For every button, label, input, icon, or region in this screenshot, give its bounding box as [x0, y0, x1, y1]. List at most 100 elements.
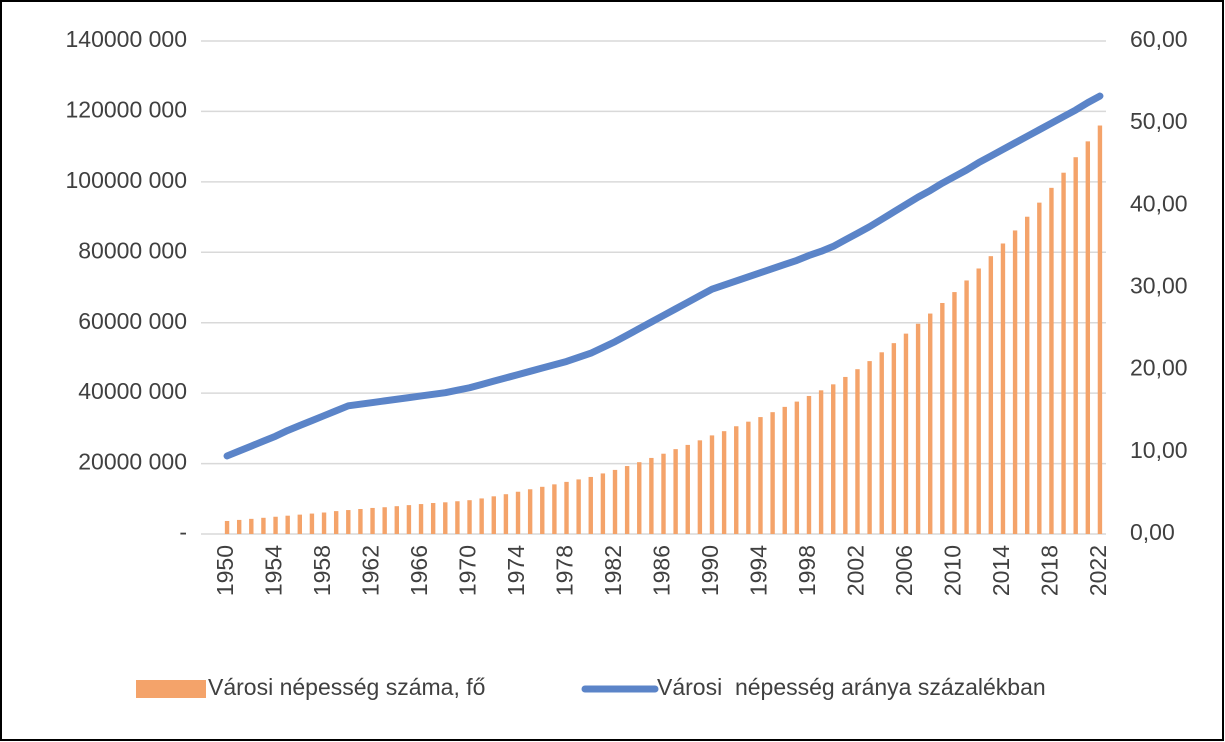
x-tick-label: 1950: [212, 545, 238, 596]
bar: [903, 333, 909, 534]
bar: [540, 486, 545, 534]
bar: [1097, 125, 1103, 534]
bar: [467, 500, 472, 534]
bar: [770, 412, 775, 534]
legend-label: Városi népesség száma, fő: [208, 674, 485, 700]
bar: [746, 421, 751, 534]
x-tick-label: 1966: [406, 545, 432, 596]
bar: [346, 510, 351, 534]
bar: [867, 361, 872, 534]
bar: [333, 511, 339, 534]
x-tick-label: 1958: [309, 545, 335, 596]
x-tick-label: 2006: [891, 545, 917, 596]
bar: [879, 352, 884, 534]
line: [223, 92, 1104, 460]
y-tick-label: 20000 000: [78, 449, 187, 475]
x-tick-label: 1978: [552, 545, 578, 596]
x-tick-label: 1990: [697, 545, 723, 596]
bar: [697, 440, 703, 534]
bar: [1037, 202, 1042, 534]
bar: [236, 519, 242, 534]
bar: [1012, 230, 1018, 534]
bar: [224, 520, 230, 534]
bar: [430, 503, 436, 534]
bar: [624, 466, 630, 534]
bar: [891, 343, 897, 534]
y-tick-label: 140000 000: [65, 26, 187, 52]
bar: [734, 426, 739, 534]
bar: [321, 512, 327, 534]
bar: [940, 302, 945, 534]
y2-tick-label: 50,00: [1130, 108, 1188, 134]
bar: [928, 313, 933, 534]
bar: [479, 498, 484, 534]
bar: [455, 501, 460, 534]
bar: [721, 431, 727, 534]
bar: [685, 444, 690, 534]
bar: [491, 496, 496, 534]
bar: [661, 453, 666, 534]
bar: [443, 502, 448, 534]
bar: [831, 384, 836, 534]
bar: [1024, 216, 1030, 534]
bar: [1000, 243, 1006, 534]
bar: [515, 491, 521, 534]
x-tick-label: 1982: [600, 545, 626, 596]
x-tick-label: 1986: [649, 545, 675, 596]
x-tick-label: 1954: [261, 545, 287, 596]
bar: [976, 268, 981, 534]
x-tick-label: 1962: [358, 545, 384, 596]
x-tick-label: 1974: [503, 545, 529, 596]
bar: [1049, 187, 1054, 534]
bar: [394, 506, 399, 534]
bar: [527, 489, 533, 534]
bar: [855, 369, 860, 534]
y2-tick-label: 10,00: [1130, 437, 1188, 463]
bar: [358, 508, 363, 534]
y2-tick-label: 60,00: [1130, 26, 1188, 52]
bar: [952, 292, 957, 534]
x-tick-label: 1970: [455, 545, 481, 596]
bar: [794, 401, 800, 534]
x-tick-label: 1998: [794, 545, 820, 596]
bar: [1061, 172, 1066, 535]
bar: [1085, 141, 1091, 534]
bar: [309, 513, 315, 534]
bar: [285, 515, 290, 534]
bar: [600, 473, 606, 534]
bar: [758, 417, 763, 534]
bar: [552, 484, 557, 534]
bar: [806, 395, 812, 534]
y-tick-label: 100000 000: [65, 167, 187, 193]
bar: [637, 462, 642, 534]
legend-swatch: [136, 680, 206, 698]
bar: [649, 457, 654, 534]
bar: [1073, 157, 1078, 534]
y-tick-label: 80000 000: [78, 237, 187, 263]
y2-tick-label: 40,00: [1130, 190, 1188, 216]
bar: [915, 323, 921, 534]
y-tick-label: 120000 000: [65, 97, 187, 123]
bar: [843, 376, 848, 534]
x-tick-label: 1994: [746, 545, 772, 596]
bar: [249, 518, 254, 534]
bar: [673, 449, 678, 534]
bar: [576, 479, 581, 534]
x-tick-label: 2018: [1037, 545, 1063, 596]
bar: [782, 406, 787, 534]
x-tick-label: 2010: [940, 545, 966, 596]
bar: [612, 469, 618, 534]
legend-label: Városi népesség aránya százalékban: [657, 674, 1046, 700]
bar: [273, 516, 278, 534]
bar: [964, 280, 969, 534]
bar: [297, 514, 303, 534]
y-tick-label: -: [179, 519, 187, 545]
y-tick-label: 40000 000: [78, 378, 187, 404]
y2-tick-label: 20,00: [1130, 355, 1188, 381]
bar: [709, 435, 715, 534]
bar: [261, 517, 266, 534]
x-tick-label: 2002: [843, 545, 869, 596]
x-tick-label: 2014: [988, 545, 1014, 596]
